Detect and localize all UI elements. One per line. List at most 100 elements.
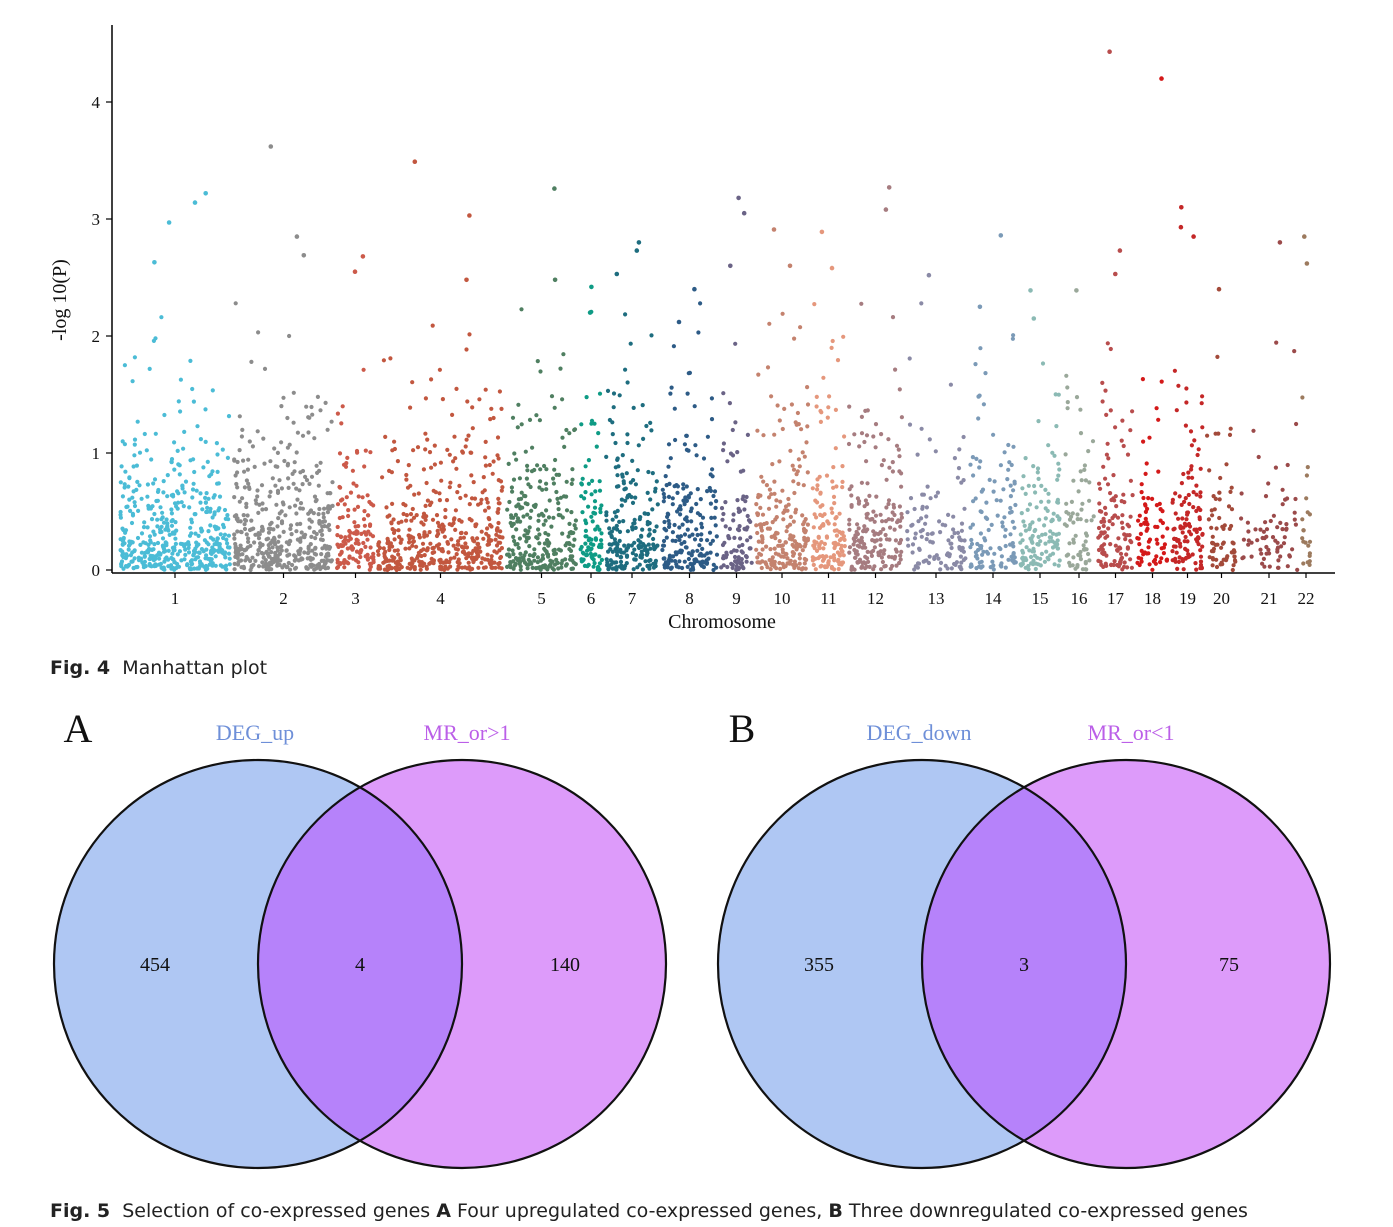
snp-point — [958, 554, 964, 559]
snp-point — [1275, 525, 1280, 530]
snp-point — [1210, 513, 1215, 518]
snp-point — [388, 356, 393, 361]
snp-point — [645, 551, 650, 556]
snp-point — [1026, 483, 1031, 488]
snp-point — [638, 515, 643, 520]
snp-point — [483, 508, 488, 513]
snp-point — [399, 519, 404, 524]
snp-point — [908, 496, 914, 501]
snp-point — [226, 533, 231, 538]
snp-point — [748, 519, 753, 525]
snp-point — [123, 530, 128, 535]
snp-point — [449, 537, 454, 542]
snp-point — [805, 385, 810, 390]
snp-point — [132, 556, 137, 561]
snp-point — [583, 534, 588, 539]
snp-point — [563, 557, 568, 562]
snp-point — [1087, 498, 1092, 503]
snp-point — [346, 513, 351, 519]
snp-point — [513, 556, 519, 561]
snp-point — [161, 520, 167, 525]
snp-point — [863, 498, 869, 503]
snp-point — [401, 511, 406, 517]
snp-point — [865, 481, 870, 486]
figure-4-caption: Fig. 4 Manhattan plot — [50, 657, 267, 679]
snp-point — [276, 539, 281, 544]
snp-point — [1239, 516, 1244, 521]
snp-point — [215, 452, 220, 457]
snp-point — [882, 548, 887, 553]
snp-point — [513, 512, 519, 518]
snp-point — [948, 541, 953, 546]
snp-point — [854, 529, 859, 534]
snp-point — [864, 512, 869, 517]
snp-point — [188, 567, 193, 572]
snp-peak-point — [1113, 271, 1118, 277]
snp-point — [1118, 546, 1123, 551]
snp-point — [785, 508, 790, 513]
snp-point — [969, 537, 974, 543]
snp-point — [145, 549, 150, 554]
snp-point — [438, 460, 443, 465]
snp-point — [1105, 482, 1111, 487]
snp-point — [461, 549, 466, 554]
snp-point — [725, 564, 730, 570]
snp-point — [121, 535, 126, 541]
snp-point — [961, 478, 966, 483]
snp-point — [811, 562, 816, 568]
snp-point — [1231, 563, 1236, 568]
x-tick-label: 22 — [1298, 589, 1315, 608]
snp-point — [1086, 449, 1091, 454]
snp-point — [309, 534, 314, 540]
snp-point — [859, 535, 864, 540]
snp-point — [384, 505, 389, 510]
snp-point — [701, 565, 707, 570]
snp-point — [304, 478, 310, 483]
snp-point — [198, 437, 203, 442]
snp-point — [1180, 530, 1185, 535]
snp-point — [862, 542, 867, 547]
snp-point — [880, 559, 886, 565]
snp-point — [367, 561, 372, 567]
snp-point — [393, 560, 398, 565]
snp-point — [408, 405, 413, 410]
snp-point — [213, 563, 218, 568]
snp-point — [814, 540, 819, 545]
snp-point — [473, 524, 478, 529]
snp-point — [176, 462, 181, 467]
snp-point — [1217, 490, 1222, 495]
snp-point — [729, 550, 734, 555]
snp-point — [998, 563, 1003, 568]
snp-point — [256, 536, 262, 541]
snp-point — [540, 553, 545, 558]
snp-point — [556, 547, 562, 552]
snp-point — [319, 528, 324, 533]
snp-point — [756, 372, 761, 377]
snp-point — [1008, 532, 1013, 537]
snp-point — [594, 444, 599, 449]
snp-point — [924, 514, 929, 519]
snp-point — [142, 431, 147, 437]
snp-point — [199, 547, 204, 552]
snp-point — [300, 556, 305, 562]
snp-point — [626, 543, 631, 548]
snp-point — [234, 481, 239, 487]
snp-point — [511, 534, 516, 540]
snp-point — [571, 543, 576, 548]
snp-point — [733, 341, 738, 346]
snp-point — [424, 514, 429, 519]
snp-point — [1022, 523, 1027, 528]
snp-point — [1128, 514, 1133, 519]
snp-point — [279, 440, 284, 445]
snp-point — [248, 543, 253, 549]
snp-point — [778, 566, 783, 572]
snp-point — [617, 529, 623, 535]
snp-point — [206, 496, 211, 501]
snp-point — [455, 490, 460, 495]
snp-point — [907, 356, 912, 361]
snp-point — [247, 527, 253, 533]
snp-point — [721, 441, 727, 446]
snp-point — [309, 474, 315, 479]
snp-point — [146, 503, 151, 508]
snp-point — [1120, 525, 1125, 531]
